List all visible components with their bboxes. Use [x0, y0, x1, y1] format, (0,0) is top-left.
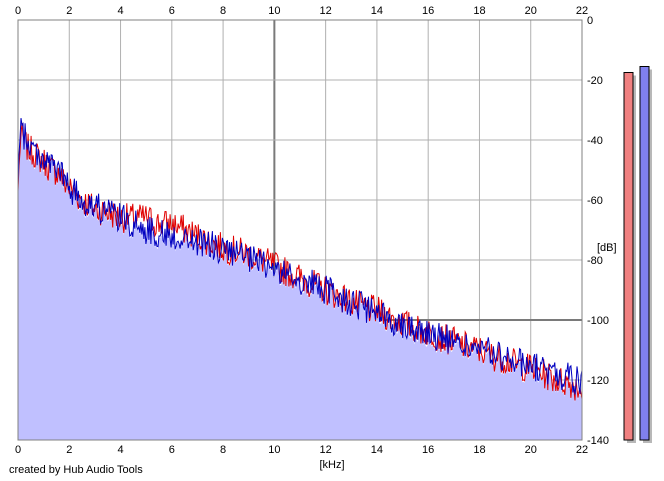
x-tick-label-bottom-0: 0 — [15, 444, 21, 456]
level-meter-0 — [623, 72, 634, 441]
x-tick-label-top-6: 12 — [320, 5, 332, 17]
x-tick-label-top-9: 18 — [473, 5, 485, 17]
x-tick-label-top-3: 6 — [169, 5, 175, 17]
x-tick-label-top-7: 14 — [371, 5, 383, 17]
y-ticks: 0 -20 -40 -60 -80 -100 -120 -140 — [587, 15, 609, 447]
x-tick-label-bottom-9: 18 — [473, 444, 485, 456]
y-tick-label-6: -120 — [587, 375, 609, 387]
x-tick-label-top-0: 0 — [15, 5, 21, 17]
y-tick-label-2: -40 — [587, 135, 603, 147]
x-tick-label-top-1: 2 — [66, 5, 72, 17]
x-tick-label-top-2: 4 — [117, 5, 123, 17]
plot-border — [17, 19, 583, 441]
y-axis-unit-label: [dB] — [597, 242, 617, 254]
x-axis-unit-label: [kHz] — [319, 459, 344, 471]
y-tick-label-4: -80 — [587, 255, 603, 267]
credit-text: created by Hub Audio Tools — [9, 464, 143, 476]
spectrum-series — [17, 118, 583, 401]
x-tick-label-bottom-6: 12 — [320, 444, 332, 456]
x-tick-label-bottom-2: 4 — [117, 444, 123, 456]
x-tick-label-bottom-7: 14 — [371, 444, 383, 456]
y-tick-label-7: -140 — [587, 435, 609, 447]
x-ticks-top: 0 2 4 6 8 10 12 14 16 18 20 22 — [15, 5, 588, 17]
x-tick-label-bottom-10: 20 — [525, 444, 537, 456]
x-tick-label-top-4: 8 — [220, 5, 226, 17]
x-tick-label-bottom-8: 16 — [422, 444, 434, 456]
level-meters — [623, 66, 652, 443]
x-tick-label-top-5: 10 — [268, 5, 280, 17]
y-tick-label-3: -60 — [587, 195, 603, 207]
plot-frame — [17, 19, 583, 441]
right-channel-line — [17, 118, 583, 395]
x-ticks-bottom: 0 2 4 6 8 10 12 14 16 18 20 22 — [15, 444, 588, 456]
y-tick-label-5: -100 — [587, 315, 609, 327]
x-tick-label-top-10: 20 — [525, 5, 537, 17]
x-tick-label-top-11: 22 — [576, 5, 588, 17]
x-tick-label-bottom-11: 22 — [576, 444, 588, 456]
x-tick-label-bottom-5: 10 — [268, 444, 280, 456]
spectrum-fill — [18, 127, 582, 440]
left-channel-line — [17, 122, 583, 401]
x-tick-label-top-8: 16 — [422, 5, 434, 17]
x-tick-label-bottom-4: 8 — [220, 444, 226, 456]
y-tick-label-1: -20 — [587, 75, 603, 87]
x-tick-label-bottom-1: 2 — [66, 444, 72, 456]
spectrum-area — [18, 127, 582, 440]
level-meter-1 — [639, 66, 650, 441]
x-tick-label-bottom-3: 6 — [169, 444, 175, 456]
y-tick-label-0: 0 — [587, 15, 593, 27]
